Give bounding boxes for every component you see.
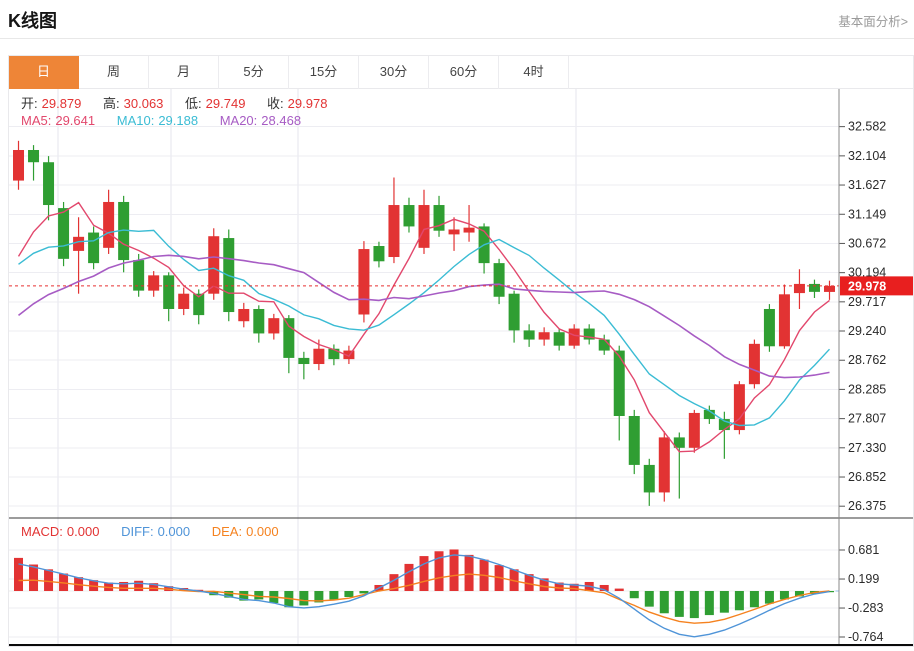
svg-text:31.627: 31.627 [848,178,886,192]
tab-30分[interactable]: 30分 [359,56,429,89]
svg-text:30.194: 30.194 [848,266,886,280]
ma5-value: 29.641 [55,113,96,128]
open-label: 开: [21,96,38,111]
svg-text:30.672: 30.672 [848,236,886,250]
svg-text:0.681: 0.681 [848,543,879,557]
svg-text:32.104: 32.104 [848,149,886,163]
tab-周[interactable]: 周 [79,56,149,89]
svg-text:32.582: 32.582 [848,120,886,134]
ma5-label: MA5: [21,113,52,128]
svg-text:26.852: 26.852 [848,470,886,484]
fundamental-analysis-link[interactable]: 基本面分析> [838,15,908,29]
high-value: 30.063 [123,96,164,111]
low-label: 低: [185,96,202,111]
svg-text:27.807: 27.807 [848,412,886,426]
svg-text:29.717: 29.717 [848,295,886,309]
current-price-badge [840,276,913,296]
svg-text:28.285: 28.285 [848,382,886,396]
main-chart-svg[interactable]: 32.582 32.104 31.627 31.149 30.672 30.194 29.7… [9,89,913,646]
tab-5分[interactable]: 5分 [219,56,289,89]
close-label: 收: [267,96,284,111]
open-value: 29.879 [41,96,82,111]
tab-月[interactable]: 月 [149,56,219,89]
tab-15分[interactable]: 15分 [289,56,359,89]
ma10-label: MA10: [116,113,155,128]
page-title: K线图 [8,11,57,31]
macd-legend: MACD: 0.000 DIFF: 0.000 DEA: 0.000 [21,524,283,542]
title-separator [0,38,914,39]
dea-line [18,573,830,624]
ma20-label: MA20: [219,113,258,128]
svg-text:-0.283: -0.283 [848,601,883,615]
tab-日[interactable]: 日 [9,56,79,89]
high-label: 高: [103,96,120,111]
macd-value: 0.000 [66,524,100,539]
diff-line [18,554,830,638]
svg-text:31.149: 31.149 [848,207,886,221]
ma10-line [18,229,831,427]
diff-value: 0.000 [157,524,191,539]
tab-60分[interactable]: 60分 [429,56,499,89]
ma-legend: MA5: 29.641 MA10: 29.188 MA20: 28.468 [21,113,305,131]
chart-area[interactable]: 32.582 32.104 31.627 31.149 30.672 30.194 29.7… [9,89,913,646]
ohlc-legend: 开: 29.879 高: 30.063 低: 29.749 收: 29.978 [21,93,331,111]
svg-text:-0.764: -0.764 [848,630,883,644]
svg-text:29.978: 29.978 [848,279,886,293]
period-tabs: 日周月 5分 15分 30分 60分 4时 [9,56,913,89]
close-value: 29.978 [287,96,328,111]
svg-text:28.762: 28.762 [848,353,886,367]
svg-text:27.330: 27.330 [848,441,886,455]
tab-4时[interactable]: 4时 [499,56,569,89]
svg-text:29.240: 29.240 [848,324,886,338]
diff-label: DIFF: [121,524,154,539]
ma10-value: 29.188 [158,113,199,128]
svg-text:26.375: 26.375 [848,499,886,513]
ma5-line [17,201,830,453]
dea-value: 0.000 [246,524,279,539]
ma20-value: 28.468 [261,113,302,128]
ma20-line [18,254,830,379]
kline-chart-box: 日周月 5分 15分 30分 60分 4时 32.582 32.104 31.627 31.14… [8,55,914,647]
svg-text:0.199: 0.199 [848,572,879,586]
candles-group [13,140,835,506]
title-row: K线图 基本面分析> [0,0,914,38]
dea-label: DEA: [211,524,243,539]
macd-label: MACD: [21,524,63,539]
low-value: 29.749 [205,96,246,111]
